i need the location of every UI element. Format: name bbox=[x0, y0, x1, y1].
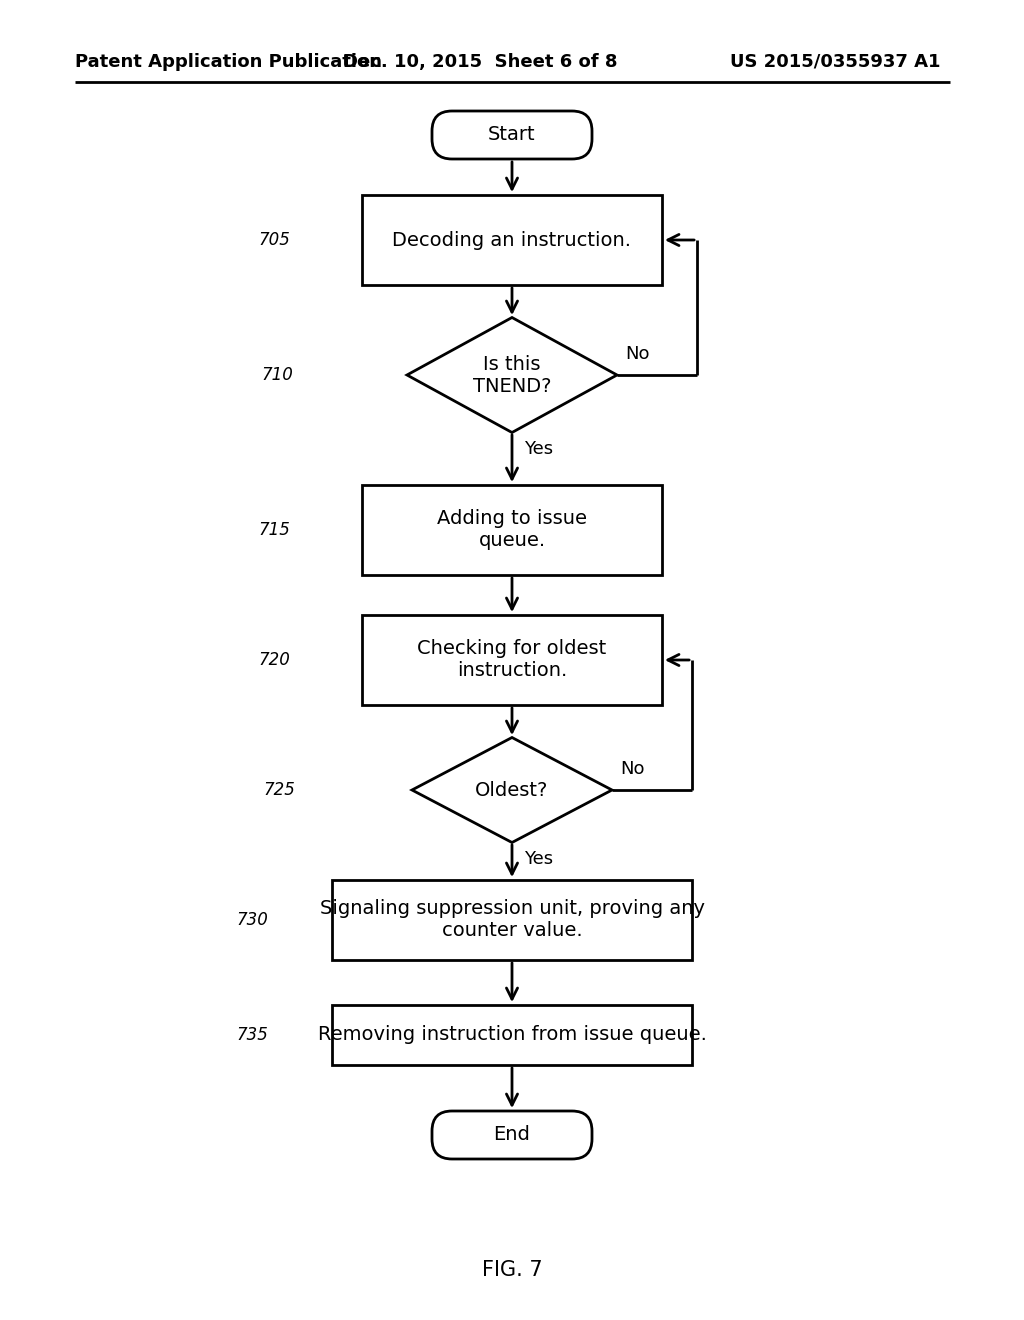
Text: US 2015/0355937 A1: US 2015/0355937 A1 bbox=[729, 53, 940, 71]
Text: End: End bbox=[494, 1126, 530, 1144]
Text: Start: Start bbox=[488, 125, 536, 144]
FancyBboxPatch shape bbox=[362, 615, 662, 705]
Text: 715: 715 bbox=[258, 521, 290, 539]
FancyBboxPatch shape bbox=[432, 111, 592, 158]
Text: 730: 730 bbox=[237, 911, 268, 929]
Text: 705: 705 bbox=[258, 231, 290, 249]
Text: 735: 735 bbox=[237, 1026, 268, 1044]
Text: FIG. 7: FIG. 7 bbox=[481, 1261, 543, 1280]
FancyBboxPatch shape bbox=[332, 880, 692, 960]
Text: Signaling suppression unit, proving any
counter value.: Signaling suppression unit, proving any … bbox=[319, 899, 705, 940]
Text: Patent Application Publication: Patent Application Publication bbox=[75, 53, 382, 71]
Text: 710: 710 bbox=[261, 366, 293, 384]
Polygon shape bbox=[412, 738, 612, 842]
Text: Yes: Yes bbox=[524, 440, 553, 458]
FancyBboxPatch shape bbox=[362, 195, 662, 285]
Text: Checking for oldest
instruction.: Checking for oldest instruction. bbox=[418, 639, 606, 681]
Text: 725: 725 bbox=[263, 781, 295, 799]
Text: Removing instruction from issue queue.: Removing instruction from issue queue. bbox=[317, 1026, 707, 1044]
FancyBboxPatch shape bbox=[332, 1005, 692, 1065]
Text: Oldest?: Oldest? bbox=[475, 780, 549, 800]
Text: No: No bbox=[620, 760, 644, 777]
Text: 720: 720 bbox=[258, 651, 290, 669]
Text: Decoding an instruction.: Decoding an instruction. bbox=[392, 231, 632, 249]
FancyBboxPatch shape bbox=[432, 1111, 592, 1159]
Text: No: No bbox=[625, 345, 649, 363]
FancyBboxPatch shape bbox=[362, 484, 662, 576]
Text: Adding to issue
queue.: Adding to issue queue. bbox=[437, 510, 587, 550]
Text: Is this
TNEND?: Is this TNEND? bbox=[473, 355, 551, 396]
Text: Dec. 10, 2015  Sheet 6 of 8: Dec. 10, 2015 Sheet 6 of 8 bbox=[343, 53, 617, 71]
Polygon shape bbox=[407, 318, 617, 433]
Text: Yes: Yes bbox=[524, 850, 553, 869]
